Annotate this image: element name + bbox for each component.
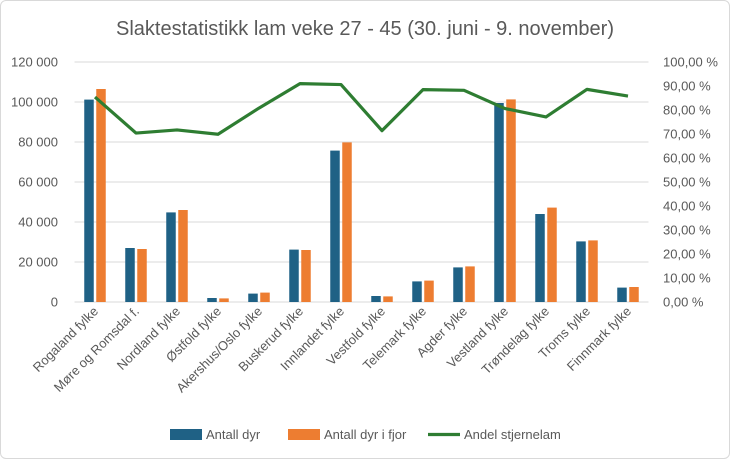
- bar-antall-dyr-i-fjor: [506, 99, 516, 303]
- y-right-tick-label: 40,00 %: [663, 199, 711, 214]
- y-right-tick-label: 80,00 %: [663, 103, 711, 118]
- bar-antall-dyr-i-fjor: [547, 207, 557, 302]
- legend-swatch: [170, 429, 202, 440]
- bar-antall-dyr: [330, 150, 340, 302]
- y-left-tick-label: 20 000: [18, 255, 58, 270]
- bar-antall-dyr-i-fjor: [96, 89, 106, 302]
- bar-antall-dyr-i-fjor: [465, 266, 475, 302]
- bar-antall-dyr-i-fjor: [137, 249, 147, 302]
- y-right-tick-label: 50,00 %: [663, 175, 711, 190]
- bar-antall-dyr: [207, 298, 217, 302]
- legend-swatch: [288, 429, 320, 440]
- bar-antall-dyr: [166, 212, 176, 302]
- bar-antall-dyr-i-fjor: [383, 296, 393, 302]
- bar-antall-dyr-i-fjor: [424, 280, 434, 302]
- bar-antall-dyr: [125, 248, 135, 302]
- bar-antall-dyr: [412, 281, 422, 302]
- bar-antall-dyr: [617, 287, 627, 302]
- chart-title: Slaktestatistikk lam veke 27 - 45 (30. j…: [116, 18, 614, 40]
- bar-antall-dyr-i-fjor: [629, 287, 639, 302]
- bar-antall-dyr: [289, 249, 299, 302]
- y-left-tick-label: 60 000: [18, 175, 58, 190]
- bar-antall-dyr-i-fjor: [260, 292, 270, 302]
- bar-antall-dyr: [576, 241, 586, 302]
- y-right-tick-label: 100,00 %: [663, 55, 718, 70]
- y-left-tick-label: 80 000: [18, 135, 58, 150]
- y-right-tick-label: 20,00 %: [663, 247, 711, 262]
- y-left-tick-label: 0: [51, 295, 58, 310]
- bar-antall-dyr: [535, 214, 545, 302]
- y-left-tick-label: 120 000: [11, 55, 58, 70]
- y-right-tick-label: 0,00 %: [663, 295, 704, 310]
- y-left-tick-label: 100 000: [11, 95, 58, 110]
- y-right-tick-label: 10,00 %: [663, 271, 711, 286]
- bar-antall-dyr: [453, 267, 463, 302]
- legend-label: Andel stjernelam: [464, 427, 561, 442]
- bar-antall-dyr-i-fjor: [219, 298, 229, 302]
- y-right-tick-label: 30,00 %: [663, 223, 711, 238]
- line-andel-stjernelam: [93, 81, 629, 136]
- legend-label: Antall dyr: [206, 427, 261, 442]
- y-left-tick-label: 40 000: [18, 215, 58, 230]
- bar-antall-dyr: [371, 296, 381, 302]
- y-right-tick-label: 60,00 %: [663, 151, 711, 166]
- bar-antall-dyr: [494, 103, 504, 302]
- bar-antall-dyr-i-fjor: [301, 250, 311, 302]
- bar-antall-dyr: [84, 99, 94, 302]
- bar-antall-dyr-i-fjor: [588, 240, 598, 302]
- legend-label: Antall dyr i fjor: [324, 427, 407, 442]
- bar-antall-dyr: [248, 293, 258, 302]
- bar-antall-dyr-i-fjor: [178, 210, 188, 302]
- y-right-tick-label: 90,00 %: [663, 79, 711, 94]
- y-right-tick-label: 70,00 %: [663, 127, 711, 142]
- bar-antall-dyr-i-fjor: [342, 142, 352, 302]
